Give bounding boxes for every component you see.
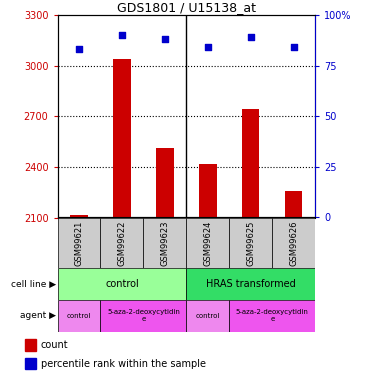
Text: HRAS transformed: HRAS transformed <box>206 279 296 289</box>
Point <box>119 32 125 38</box>
Text: GSM99625: GSM99625 <box>246 220 255 266</box>
Bar <box>199 164 217 218</box>
Text: count: count <box>41 340 68 350</box>
Text: GSM99623: GSM99623 <box>160 220 170 266</box>
Bar <box>156 148 174 217</box>
Text: GSM99626: GSM99626 <box>289 220 298 266</box>
Point <box>291 44 297 50</box>
Bar <box>101 217 144 268</box>
Bar <box>272 217 315 268</box>
Title: GDS1801 / U15138_at: GDS1801 / U15138_at <box>117 1 256 14</box>
Bar <box>58 300 101 332</box>
Bar <box>25 339 36 351</box>
Text: agent ▶: agent ▶ <box>20 311 56 320</box>
Text: 5-aza-2-deoxycytidin
e: 5-aza-2-deoxycytidin e <box>107 309 180 322</box>
Bar <box>70 215 88 217</box>
Bar <box>144 217 186 268</box>
Bar <box>186 268 315 300</box>
Text: cell line ▶: cell line ▶ <box>11 280 56 289</box>
Bar <box>101 300 187 332</box>
Point <box>205 44 211 50</box>
Point <box>76 46 82 53</box>
Bar <box>58 217 101 268</box>
Text: control: control <box>105 279 139 289</box>
Bar <box>285 191 302 217</box>
Text: 5-aza-2-deoxycytidin
e: 5-aza-2-deoxycytidin e <box>236 309 309 322</box>
Bar <box>114 59 131 217</box>
Bar <box>186 300 229 332</box>
Bar <box>229 300 315 332</box>
Bar <box>229 217 272 268</box>
Bar <box>25 358 36 369</box>
Text: percentile rank within the sample: percentile rank within the sample <box>41 359 206 369</box>
Point <box>248 34 254 40</box>
Point <box>162 36 168 42</box>
Text: GSM99622: GSM99622 <box>118 220 127 266</box>
Text: control: control <box>196 313 220 319</box>
Bar <box>58 268 186 300</box>
Bar <box>242 109 259 217</box>
Text: control: control <box>67 313 91 319</box>
Text: GSM99621: GSM99621 <box>75 220 83 266</box>
Bar <box>186 217 229 268</box>
Text: GSM99624: GSM99624 <box>203 220 213 266</box>
